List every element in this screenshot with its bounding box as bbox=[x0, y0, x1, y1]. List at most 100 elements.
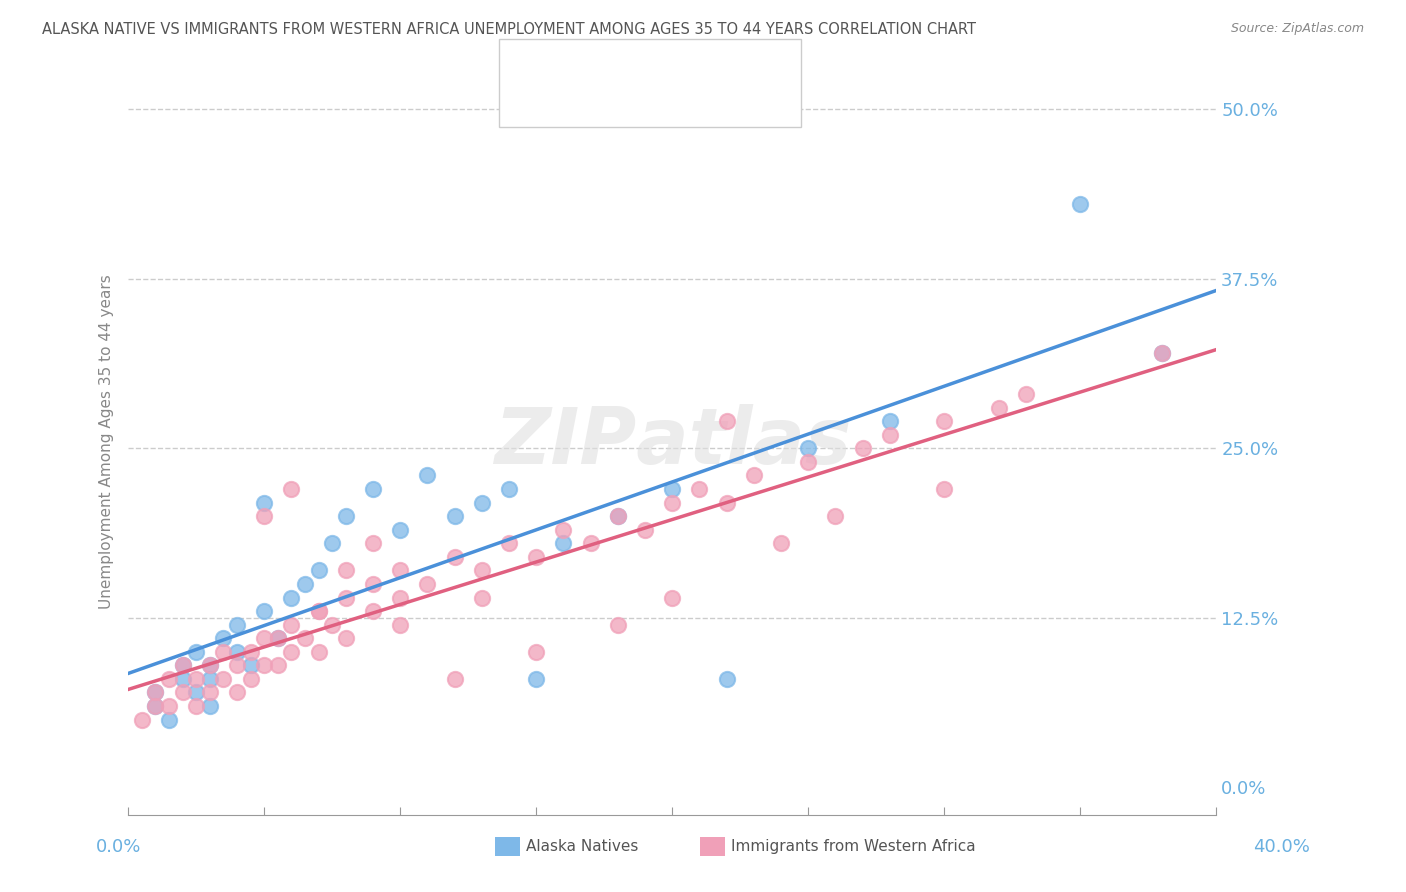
Point bbox=[770, 536, 793, 550]
Point bbox=[198, 658, 221, 673]
Point bbox=[471, 563, 494, 577]
Point bbox=[416, 577, 439, 591]
Point bbox=[157, 672, 180, 686]
Text: Alaska Natives: Alaska Natives bbox=[526, 839, 638, 854]
Point bbox=[226, 617, 249, 632]
Point bbox=[661, 495, 683, 509]
Point bbox=[212, 645, 235, 659]
Point bbox=[1069, 197, 1091, 211]
Point bbox=[716, 672, 738, 686]
Point bbox=[157, 699, 180, 714]
Point bbox=[389, 617, 412, 632]
Point bbox=[172, 658, 194, 673]
Point bbox=[688, 482, 710, 496]
Point bbox=[212, 672, 235, 686]
Point bbox=[321, 617, 343, 632]
Text: 40.0%: 40.0% bbox=[1254, 838, 1310, 855]
Point bbox=[797, 442, 820, 456]
Point bbox=[879, 414, 901, 428]
Point bbox=[198, 685, 221, 699]
Point bbox=[157, 713, 180, 727]
Point bbox=[987, 401, 1010, 415]
Point bbox=[212, 631, 235, 645]
Point bbox=[361, 604, 384, 618]
Point bbox=[226, 658, 249, 673]
Point bbox=[361, 482, 384, 496]
Point bbox=[131, 713, 153, 727]
Point bbox=[1150, 346, 1173, 360]
Point bbox=[934, 414, 956, 428]
Point bbox=[389, 563, 412, 577]
Point bbox=[253, 604, 276, 618]
Point bbox=[742, 468, 765, 483]
Point bbox=[524, 549, 547, 564]
Point bbox=[443, 672, 465, 686]
Point bbox=[294, 631, 316, 645]
Point bbox=[267, 631, 290, 645]
Point bbox=[443, 549, 465, 564]
Point bbox=[553, 523, 575, 537]
Point bbox=[308, 645, 330, 659]
Point bbox=[186, 645, 208, 659]
Point bbox=[335, 563, 357, 577]
Text: 0.0%: 0.0% bbox=[96, 838, 141, 855]
Point bbox=[172, 672, 194, 686]
Text: Source: ZipAtlas.com: Source: ZipAtlas.com bbox=[1230, 22, 1364, 36]
Point bbox=[280, 591, 302, 605]
Point bbox=[172, 685, 194, 699]
Point bbox=[198, 658, 221, 673]
Point bbox=[335, 591, 357, 605]
Point bbox=[239, 658, 262, 673]
Point bbox=[280, 645, 302, 659]
Point bbox=[524, 672, 547, 686]
Point bbox=[389, 591, 412, 605]
Point bbox=[606, 509, 628, 524]
Point bbox=[498, 536, 520, 550]
Point bbox=[267, 658, 290, 673]
Point bbox=[308, 563, 330, 577]
Point bbox=[280, 482, 302, 496]
Point bbox=[606, 617, 628, 632]
Point bbox=[145, 685, 167, 699]
Point bbox=[308, 604, 330, 618]
Point bbox=[335, 509, 357, 524]
Point bbox=[253, 509, 276, 524]
Point bbox=[797, 455, 820, 469]
Text: ALASKA NATIVE VS IMMIGRANTS FROM WESTERN AFRICA UNEMPLOYMENT AMONG AGES 35 TO 44: ALASKA NATIVE VS IMMIGRANTS FROM WESTERN… bbox=[42, 22, 976, 37]
Point bbox=[524, 645, 547, 659]
Point bbox=[416, 468, 439, 483]
Point bbox=[239, 645, 262, 659]
Point bbox=[308, 604, 330, 618]
Point bbox=[553, 536, 575, 550]
Text: R = 0.746   N = 68: R = 0.746 N = 68 bbox=[541, 93, 699, 111]
Point bbox=[172, 658, 194, 673]
Point bbox=[716, 495, 738, 509]
Point bbox=[606, 509, 628, 524]
Point bbox=[579, 536, 602, 550]
Point bbox=[186, 685, 208, 699]
Point bbox=[498, 482, 520, 496]
Point bbox=[716, 414, 738, 428]
Point bbox=[661, 591, 683, 605]
Point bbox=[1150, 346, 1173, 360]
Point bbox=[879, 427, 901, 442]
Y-axis label: Unemployment Among Ages 35 to 44 years: Unemployment Among Ages 35 to 44 years bbox=[100, 274, 114, 609]
Point bbox=[198, 699, 221, 714]
Text: R = 0.759   N = 37: R = 0.759 N = 37 bbox=[541, 54, 699, 72]
Point bbox=[253, 631, 276, 645]
Point bbox=[198, 672, 221, 686]
Point bbox=[186, 672, 208, 686]
Point bbox=[471, 591, 494, 605]
Point bbox=[661, 482, 683, 496]
Point bbox=[239, 672, 262, 686]
Point bbox=[267, 631, 290, 645]
Point bbox=[471, 495, 494, 509]
Point bbox=[294, 577, 316, 591]
Point bbox=[145, 699, 167, 714]
Point bbox=[389, 523, 412, 537]
Point bbox=[361, 536, 384, 550]
Point bbox=[186, 699, 208, 714]
Point bbox=[145, 699, 167, 714]
Point bbox=[934, 482, 956, 496]
Point bbox=[443, 509, 465, 524]
